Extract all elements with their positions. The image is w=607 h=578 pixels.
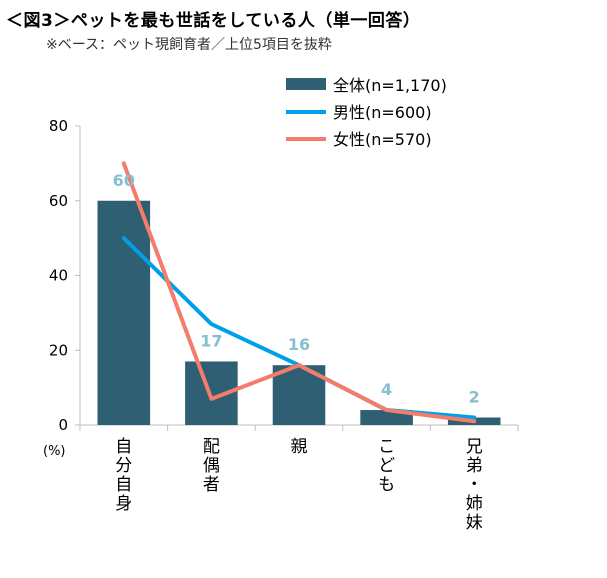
category-label: 配偶者	[203, 437, 220, 495]
y-tick-label: 40	[49, 267, 68, 285]
data-label: 2	[469, 388, 480, 407]
category-label: 親	[291, 437, 308, 457]
category-label: 自分自身	[115, 437, 132, 514]
chart-title: ＜図3＞ペットを最も世話をしている人（単一回答）	[6, 11, 421, 31]
y-tick-label: 0	[58, 416, 68, 434]
legend: 全体(n=1,170) 男性(n=600) 女性(n=570)	[286, 76, 447, 149]
unit-label: (%)	[43, 444, 66, 459]
bar	[97, 200, 151, 425]
category-labels: 自分自身 配偶者 親 こども 兄弟・姉妹	[115, 437, 482, 533]
category-label: こども	[378, 437, 395, 495]
data-label: 4	[381, 380, 392, 399]
y-tick-label: 80	[49, 117, 68, 135]
lines	[121, 161, 477, 424]
legend-label-female: 女性(n=570)	[333, 130, 432, 149]
y-tick-label: 20	[49, 341, 68, 359]
bars	[97, 200, 501, 425]
data-label: 16	[288, 335, 310, 354]
data-label: 17	[200, 331, 222, 350]
category-label: 兄弟・姉妹	[466, 437, 483, 533]
legend-swatch-total	[286, 78, 326, 90]
legend-label-total: 全体(n=1,170)	[333, 76, 447, 95]
data-label: 60	[113, 171, 135, 190]
axes: 0 20 40 60 80	[49, 117, 519, 434]
bar	[360, 410, 413, 425]
legend-label-male: 男性(n=600)	[333, 103, 432, 122]
series-line-female	[121, 161, 477, 424]
chart-subtitle: ※ベース：ペット現飼育者／上位5項目を抜粋	[46, 37, 332, 53]
data-labels: 60 17 16 4 2	[113, 171, 480, 407]
y-tick-label: 60	[49, 192, 68, 210]
